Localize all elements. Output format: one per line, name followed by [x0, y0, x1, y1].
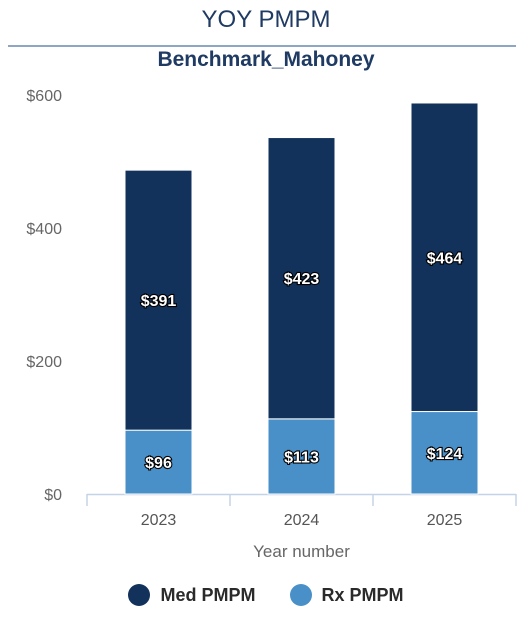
bar-rx-pmpm-2025 — [410, 411, 479, 495]
data-label: $124 — [427, 446, 463, 463]
bar-med-pmpm-2023 — [124, 169, 193, 431]
data-label: $96 — [145, 455, 172, 472]
chart-subtitle: Benchmark_Mahoney — [157, 48, 375, 71]
legend-item-med[interactable]: Med PMPM — [128, 584, 256, 606]
x-tick-label: 2025 — [427, 512, 463, 529]
chart-title: YOY PMPM — [201, 6, 331, 33]
x-axis-title: Year number — [253, 542, 350, 561]
chart-legend: Med PMPM Rx PMPM — [0, 584, 532, 606]
x-tick-label: 2023 — [141, 512, 177, 529]
bar-med-pmpm-2025 — [410, 102, 479, 413]
y-tick-label: $400 — [26, 221, 62, 238]
y-tick-label: $600 — [26, 88, 62, 105]
legend-swatch-rx — [289, 584, 312, 606]
legend-label-rx: Rx PMPM — [321, 584, 404, 605]
data-label: $391 — [141, 293, 177, 310]
bar-rx-pmpm-2024 — [267, 418, 336, 495]
stacked-bar-chart: $0 $200 $400 $600 $96 $391 2023 $113 $423 2024 $12… — [26, 88, 517, 561]
legend-swatch-med — [128, 584, 151, 606]
x-tick-label: 2024 — [284, 512, 320, 529]
legend-item-rx[interactable]: Rx PMPM — [289, 584, 404, 606]
data-label: $113 — [284, 449, 319, 466]
data-label: $423 — [284, 271, 320, 288]
title-divider — [8, 45, 516, 47]
y-tick-label: $200 — [26, 354, 62, 371]
bar-med-pmpm-2024 — [267, 137, 336, 420]
data-label: $464 — [427, 250, 463, 267]
y-tick-label: $0 — [44, 487, 62, 504]
legend-label-med: Med PMPM — [160, 584, 256, 605]
